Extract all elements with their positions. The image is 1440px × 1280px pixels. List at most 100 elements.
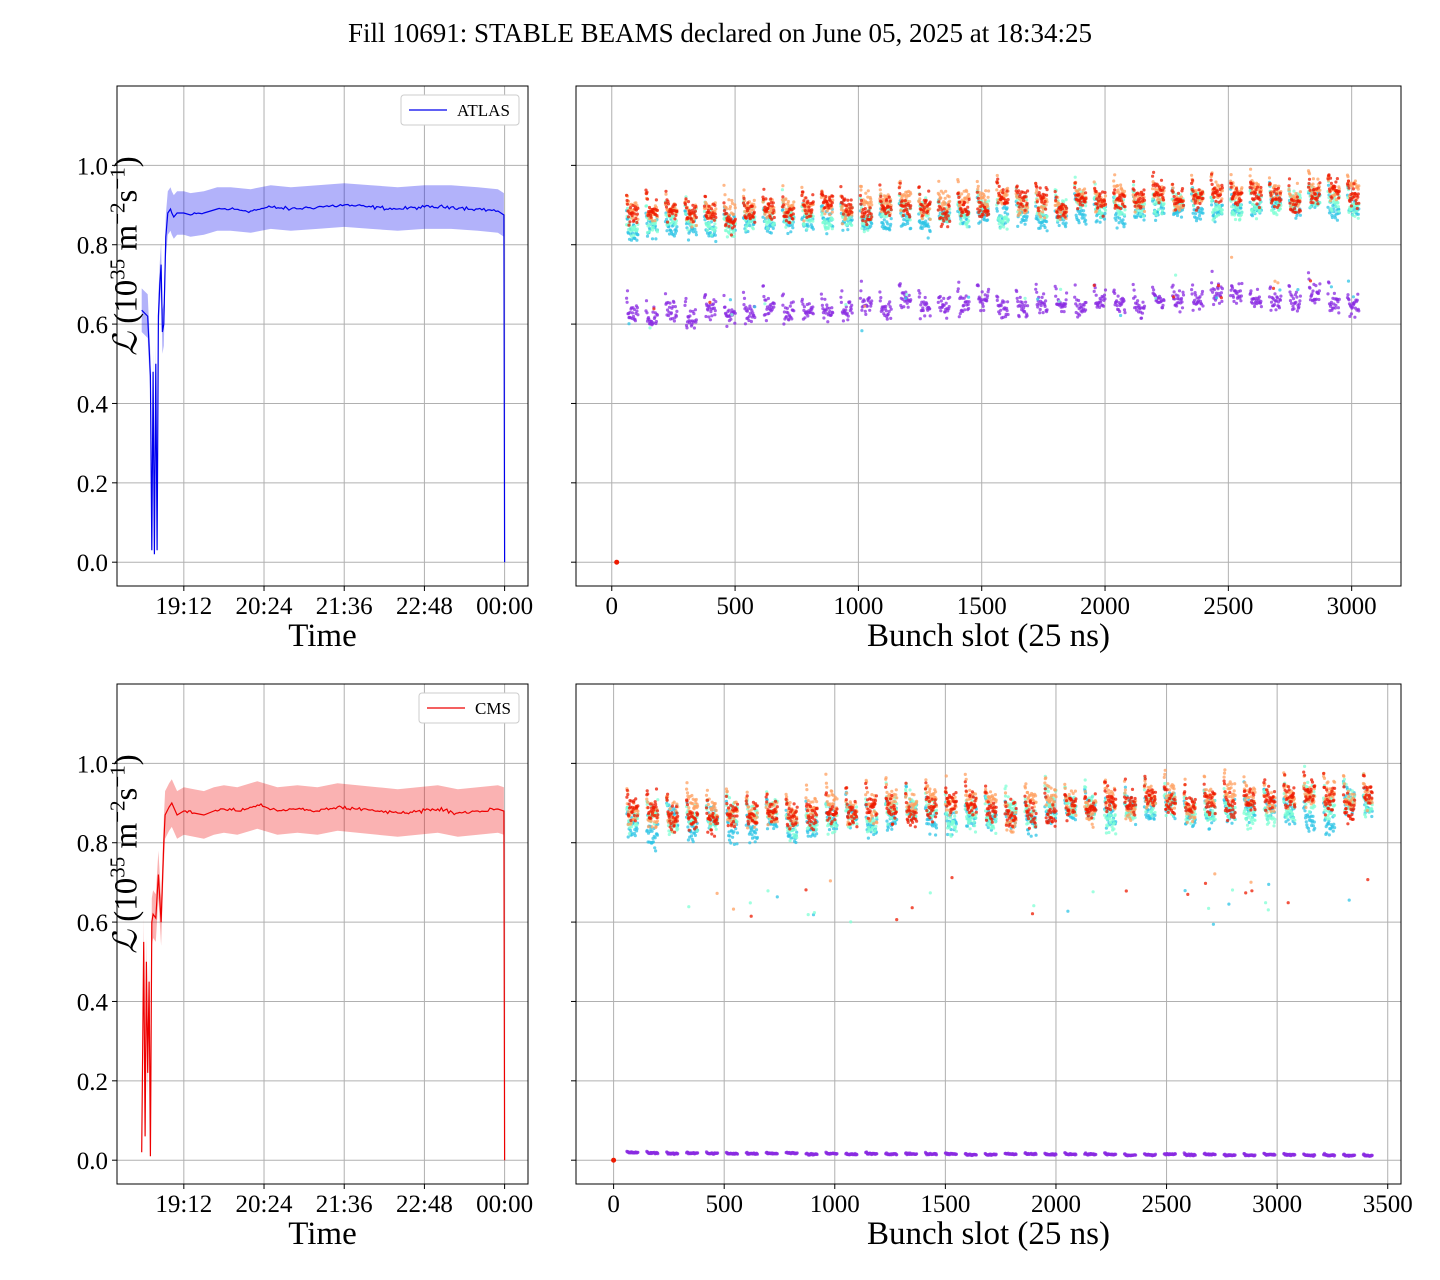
data-point xyxy=(787,318,791,322)
data-point xyxy=(1298,209,1302,213)
data-point xyxy=(1268,191,1273,195)
data-point xyxy=(742,204,747,208)
data-point xyxy=(741,290,746,294)
data-point xyxy=(747,314,752,318)
data-point xyxy=(631,203,635,208)
data-point xyxy=(751,208,755,212)
data-point xyxy=(845,311,849,315)
data-point xyxy=(1350,305,1354,309)
data-point xyxy=(788,221,792,225)
data-point xyxy=(1310,191,1314,195)
data-point xyxy=(1043,199,1047,204)
data-point xyxy=(867,296,871,300)
data-point xyxy=(1122,189,1127,193)
data-point xyxy=(1039,224,1043,228)
data-point xyxy=(860,308,864,312)
data-point xyxy=(1034,287,1038,291)
data-point xyxy=(1240,186,1244,190)
data-point xyxy=(1293,293,1297,297)
data-point xyxy=(924,219,928,223)
data-point xyxy=(1137,204,1141,208)
data-point xyxy=(1250,186,1254,190)
data-point xyxy=(1259,185,1263,190)
data-point xyxy=(863,207,867,211)
data-point xyxy=(1180,300,1184,304)
data-point xyxy=(1297,305,1301,309)
data-point xyxy=(1073,283,1077,287)
data-point xyxy=(636,206,640,210)
data-point xyxy=(688,314,692,318)
data-point xyxy=(772,302,776,306)
data-point xyxy=(755,1152,760,1156)
data-point xyxy=(945,217,949,221)
data-point xyxy=(1083,213,1087,217)
data-point xyxy=(976,184,980,188)
data-point xyxy=(652,307,656,311)
data-point xyxy=(811,227,815,231)
data-point xyxy=(627,322,631,326)
data-point xyxy=(800,297,805,301)
data-point xyxy=(625,193,629,197)
y-tick-label: 0.6 xyxy=(77,910,108,937)
data-point xyxy=(1289,205,1293,209)
data-point xyxy=(983,198,987,202)
data-point xyxy=(1036,206,1040,210)
data-point xyxy=(1002,300,1006,304)
data-point xyxy=(704,314,708,319)
data-point xyxy=(1258,208,1262,212)
data-point xyxy=(846,318,850,322)
data-point xyxy=(1112,179,1116,183)
data-point xyxy=(1248,200,1252,204)
data-point xyxy=(1214,199,1218,203)
data-point xyxy=(1035,188,1039,192)
data-point xyxy=(645,311,649,315)
data-point xyxy=(712,306,717,310)
data-point xyxy=(1255,185,1260,189)
data-point xyxy=(1142,188,1146,192)
data-point xyxy=(1054,287,1058,291)
data-point xyxy=(967,197,971,202)
data-point xyxy=(1198,295,1202,299)
data-point xyxy=(693,209,698,213)
data-point xyxy=(722,293,726,298)
data-point xyxy=(840,222,845,226)
data-point xyxy=(870,215,874,219)
data-point xyxy=(1194,192,1198,197)
data-point xyxy=(947,204,951,208)
x-tick-label: 2500 xyxy=(1203,593,1253,620)
data-point xyxy=(906,221,910,226)
data-point xyxy=(1336,300,1340,304)
data-point xyxy=(999,308,1003,312)
data-point xyxy=(860,226,864,230)
data-point xyxy=(1313,205,1317,209)
data-point xyxy=(633,205,638,209)
data-point xyxy=(886,312,890,316)
data-point xyxy=(1064,221,1068,225)
data-point xyxy=(1220,208,1224,212)
data-point xyxy=(936,300,940,304)
data-point xyxy=(764,223,769,227)
data-point xyxy=(1312,188,1316,192)
data-point xyxy=(748,311,753,315)
data-point xyxy=(683,303,687,307)
data-point xyxy=(1257,195,1261,199)
data-point xyxy=(958,312,962,316)
data-point xyxy=(1082,209,1086,213)
data-point xyxy=(966,302,970,307)
data-point xyxy=(672,319,677,323)
data-point xyxy=(686,228,690,232)
data-point xyxy=(859,188,863,192)
data-point xyxy=(849,203,853,207)
data-point xyxy=(1269,308,1273,312)
data-point xyxy=(791,212,795,216)
data-point xyxy=(744,216,749,220)
data-point xyxy=(966,205,970,209)
data-point xyxy=(634,216,638,221)
data-point xyxy=(907,293,911,297)
data-point xyxy=(1084,300,1088,305)
data-point xyxy=(707,315,711,319)
data-point xyxy=(1122,299,1126,303)
data-point xyxy=(673,305,678,309)
data-point xyxy=(653,221,658,226)
data-point xyxy=(1278,298,1282,302)
